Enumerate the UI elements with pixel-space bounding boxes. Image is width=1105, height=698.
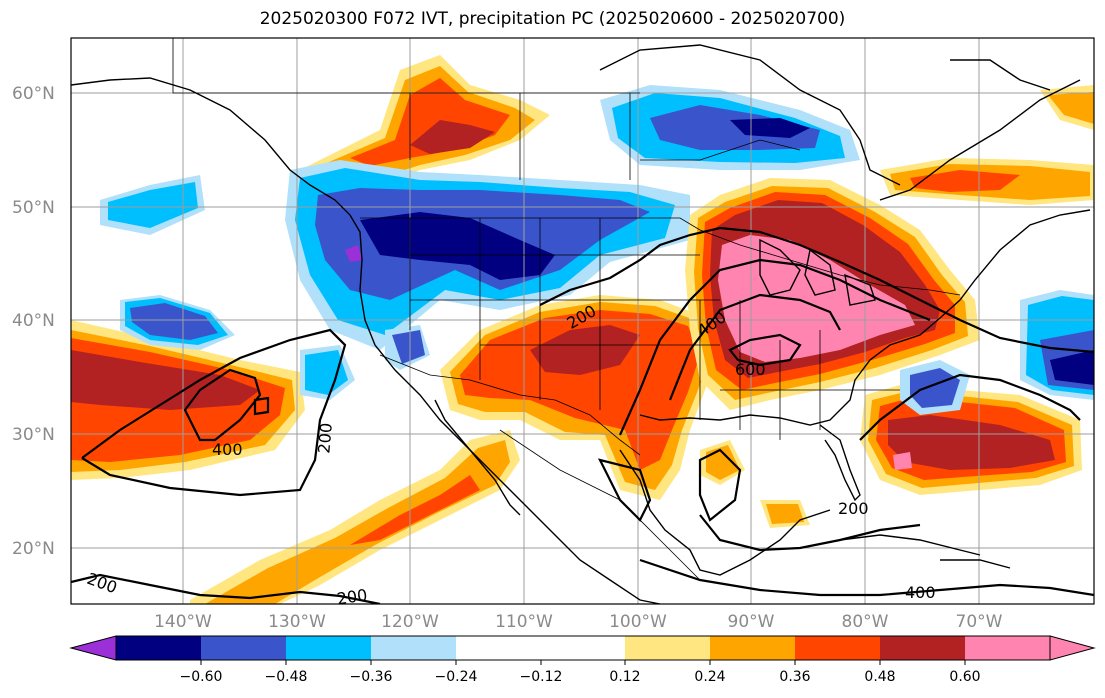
latitude-labels: 60°N 50°N 40°N 30°N 20°N xyxy=(12,84,55,559)
lon-label-120w: 120°W xyxy=(381,612,439,632)
colorbar-swatch-6 xyxy=(541,636,625,660)
lat-label-30n: 30°N xyxy=(12,425,55,445)
colorbar-tick-6: 0.12 xyxy=(609,669,640,685)
colorbar-tick-3: −0.36 xyxy=(350,669,393,685)
colorbar-tick-10: 0.60 xyxy=(949,669,980,685)
contour-label-400-c: 400 xyxy=(905,583,936,602)
contour-label-200-e: 200 xyxy=(336,585,369,608)
colorbar-swatch-9 xyxy=(795,636,880,660)
colorbar-swatch-10 xyxy=(880,636,965,660)
lon-label-130w: 130°W xyxy=(268,612,326,632)
colorbar-tick-2: −0.48 xyxy=(265,669,308,685)
colorbar-tick-1: −0.60 xyxy=(180,669,223,685)
contour-200-central xyxy=(539,226,1094,354)
colorbar-frame xyxy=(115,635,1051,661)
contour-label-600: 600 xyxy=(735,360,766,379)
lon-label-90w: 90°W xyxy=(728,612,775,632)
contour-label-400-a: 400 xyxy=(212,440,243,459)
colorbar-swatch-1 xyxy=(116,636,201,660)
contour-600 xyxy=(728,333,802,367)
colorbar: −0.60 −0.48 −0.36 −0.24 −0.12 0.12 0.24 … xyxy=(69,635,1096,685)
colorbar-swatch-2 xyxy=(201,636,286,660)
map-title: 2025020300 F072 IVT, precipitation PC (2… xyxy=(259,9,846,29)
colorbar-tick-5: −0.12 xyxy=(520,669,563,685)
colorbar-swatch-5 xyxy=(456,636,541,660)
colorbar-tick-8: 0.36 xyxy=(779,669,810,685)
contour-label-200-c: 200 xyxy=(838,499,869,518)
ivt-contours xyxy=(71,226,1094,604)
lon-label-110w: 110°W xyxy=(495,612,553,632)
coastlines xyxy=(71,44,1091,604)
colorbar-swatch-8 xyxy=(710,636,795,660)
colorbar-extend-high xyxy=(1049,635,1096,661)
lat-label-60n: 60°N xyxy=(12,84,55,104)
colorbar-extend-low xyxy=(69,635,117,661)
lat-label-40n: 40°N xyxy=(12,311,55,331)
colorbar-swatch-11 xyxy=(965,636,1050,660)
map-frame xyxy=(70,37,1095,605)
contour-400-west xyxy=(183,368,262,442)
colorbar-tick-9: 0.48 xyxy=(864,669,895,685)
lat-label-20n: 20°N xyxy=(12,539,55,559)
contour-400-central xyxy=(668,293,841,401)
subtropical-positive-band xyxy=(190,430,520,604)
contour-200-west xyxy=(81,328,347,497)
colorbar-tick-7: 0.24 xyxy=(694,669,725,685)
contour-label-200-b: 200 xyxy=(314,422,336,454)
longitude-labels: 140°W 130°W 120°W 110°W 100°W 90°W 80°W … xyxy=(154,612,1003,632)
lat-label-50n: 50°N xyxy=(12,198,55,218)
colorbar-swatch-4 xyxy=(371,636,456,660)
colorbar-swatch-3 xyxy=(286,636,371,660)
colorbar-tick-4: −0.24 xyxy=(435,669,478,685)
lon-label-70w: 70°W xyxy=(956,612,1003,632)
country-borders xyxy=(172,38,961,581)
map-panel: 200 200 200 200 200 400 400 400 600 xyxy=(71,38,1094,608)
lon-label-140w: 140°W xyxy=(154,612,212,632)
lon-label-100w: 100°W xyxy=(609,612,667,632)
lon-label-80w: 80°W xyxy=(842,612,889,632)
colorbar-swatch-7 xyxy=(625,636,710,660)
